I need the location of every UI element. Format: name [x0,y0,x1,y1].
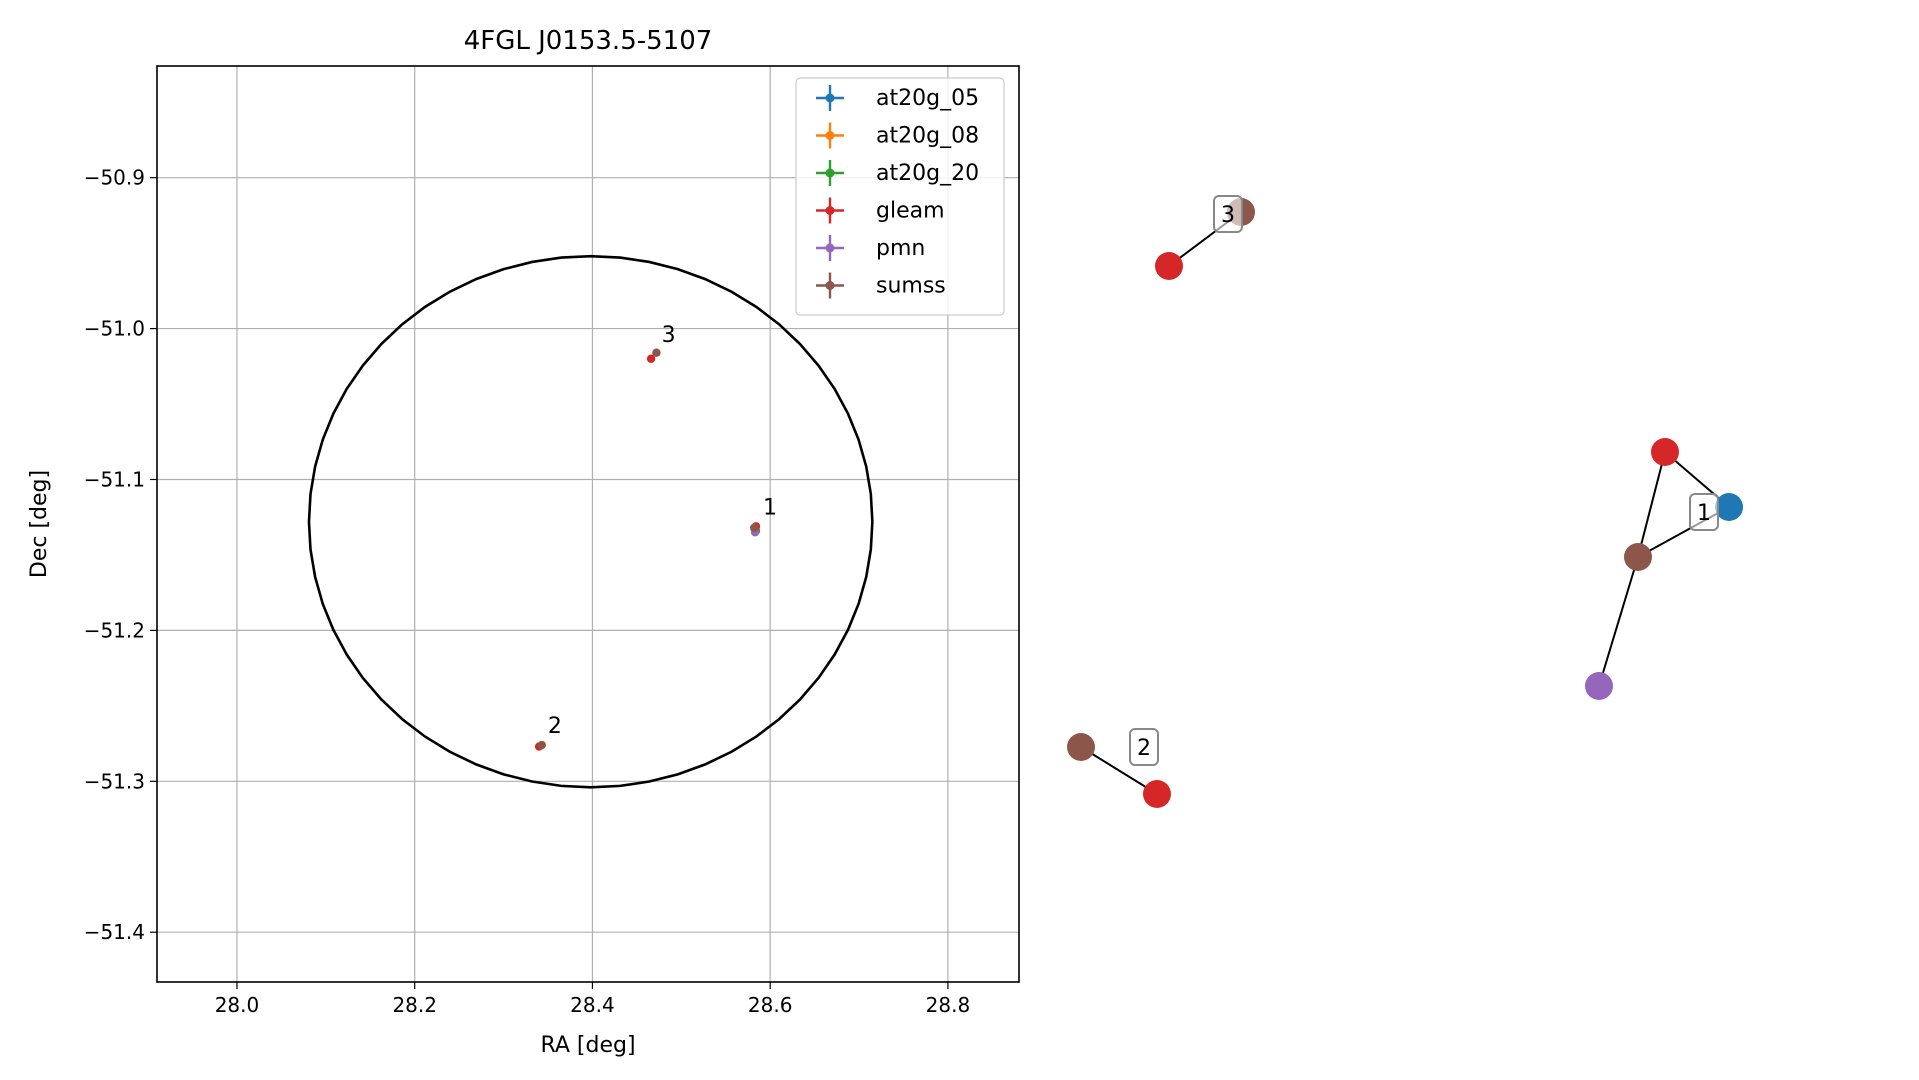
network-edge [1080,746,1158,795]
y-axis-ticks: −50.9 −51.0 −51.1 −51.2 −51.3 −51.4 [84,166,157,944]
legend-marker [825,168,835,178]
network-label-box [1213,195,1243,233]
network-label-text: 3 [1221,203,1235,228]
match-network-panel: 3 1 2 [1067,195,1743,808]
source-point-sumss [749,523,759,532]
x-tick-label: 28.4 [570,993,615,1017]
network-node [1155,252,1183,280]
legend-label: at20g_20 [876,161,979,186]
network-node [1651,438,1679,466]
legend-entry-sumss: sumss [816,272,946,299]
source-label: 3 [662,323,676,348]
source-point-gleam [646,354,656,363]
network-group-label: 2 [1129,728,1159,766]
network-labels: 3 1 2 [1129,195,1719,766]
x-axis-label: RA [deg] [540,1033,635,1058]
network-edge [1598,556,1639,687]
network-node [1715,493,1743,521]
legend-marker [825,131,835,140]
network-group-label: 3 [1213,195,1243,233]
legend-marker [825,243,835,253]
sky-map-panel: 4FGL J0153.5-5107 123 28.0 28.2 28.4 28.6 28… [27,26,1020,1058]
y-tick-label: −51.2 [84,618,145,642]
network-node [1143,780,1171,808]
network-label-box [1689,493,1719,531]
grid [157,66,1019,982]
y-tick-label: −51.1 [84,467,145,491]
x-axis-ticks: 28.0 28.2 28.4 28.6 28.8 [215,982,970,1017]
network-label-text: 2 [1137,736,1151,761]
legend-marker [825,281,835,290]
legend-entry-at20g_05: at20g_05 [816,85,979,111]
source-point-sumss [652,348,661,357]
legend-label: at20g_08 [876,124,979,149]
x-tick-label: 28.6 [748,993,793,1017]
network-group-label: 1 [1689,493,1719,531]
source-label: 2 [548,714,562,739]
network-label-text: 1 [1697,501,1711,526]
legend-marker [825,206,835,215]
network-edges [1080,211,1730,795]
localization-ellipse [307,254,874,789]
legend-marker [825,93,835,103]
y-tick-label: −50.9 [84,166,145,190]
legend-entry-at20g_08: at20g_08 [816,122,979,149]
x-tick-label: 28.2 [392,993,437,1017]
source-label: 1 [763,495,777,520]
legend-label: pmn [876,236,925,261]
legend-label: sumss [876,274,946,299]
legend-entry-pmn: pmn [816,235,925,261]
legend-entry-at20g_20: at20g_20 [816,160,979,186]
plot-area: 1 2 3 [307,254,874,789]
axes-frame [156,65,1020,983]
chart-title: 4FGL J0153.5-5107 [464,26,713,56]
x-tick-label: 28.0 [215,993,260,1017]
source-point-sumss [537,740,546,750]
network-label-box [1129,728,1159,766]
legend-box [795,77,1005,316]
y-tick-label: −51.3 [84,769,145,793]
x-tick-label: 28.8 [926,993,971,1017]
legend-label: gleam [876,199,945,224]
network-node [1585,672,1613,700]
legend-label: at20g_05 [876,86,979,111]
network-nodes [1067,198,1743,808]
legend-entry-gleam: gleam [816,197,945,224]
network-node [1067,733,1095,761]
y-tick-label: −51.0 [84,317,145,341]
network-edge [1637,451,1666,558]
y-tick-label: −51.4 [84,920,145,944]
network-node [1624,543,1652,571]
y-axis-label: Dec [deg] [27,470,52,578]
